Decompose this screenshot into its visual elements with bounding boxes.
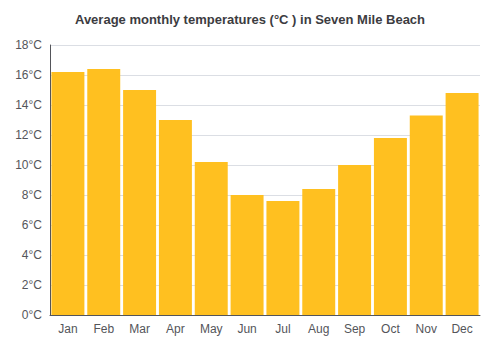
svg-text:12°C: 12°C [15,128,42,142]
svg-text:10°C: 10°C [15,158,42,172]
svg-text:4°C: 4°C [22,248,42,262]
svg-text:2°C: 2°C [22,278,42,292]
svg-text:18°C: 18°C [15,38,42,52]
svg-text:Aug: Aug [308,322,329,336]
svg-text:Feb: Feb [93,322,114,336]
svg-text:Nov: Nov [416,322,437,336]
svg-text:16°C: 16°C [15,68,42,82]
svg-text:Mar: Mar [129,322,150,336]
svg-text:Jan: Jan [58,322,77,336]
svg-text:May: May [200,322,223,336]
svg-text:Jun: Jun [237,322,256,336]
svg-text:Dec: Dec [451,322,472,336]
svg-text:8°C: 8°C [22,188,42,202]
svg-text:Sep: Sep [344,322,366,336]
svg-text:14°C: 14°C [15,98,42,112]
svg-text:Jul: Jul [275,322,290,336]
svg-text:Apr: Apr [166,322,185,336]
svg-text:0°C: 0°C [22,308,42,322]
svg-text:Average monthly temperatures (: Average monthly temperatures (°C ) in Se… [75,12,425,27]
svg-text:6°C: 6°C [22,218,42,232]
svg-text:Oct: Oct [381,322,400,336]
